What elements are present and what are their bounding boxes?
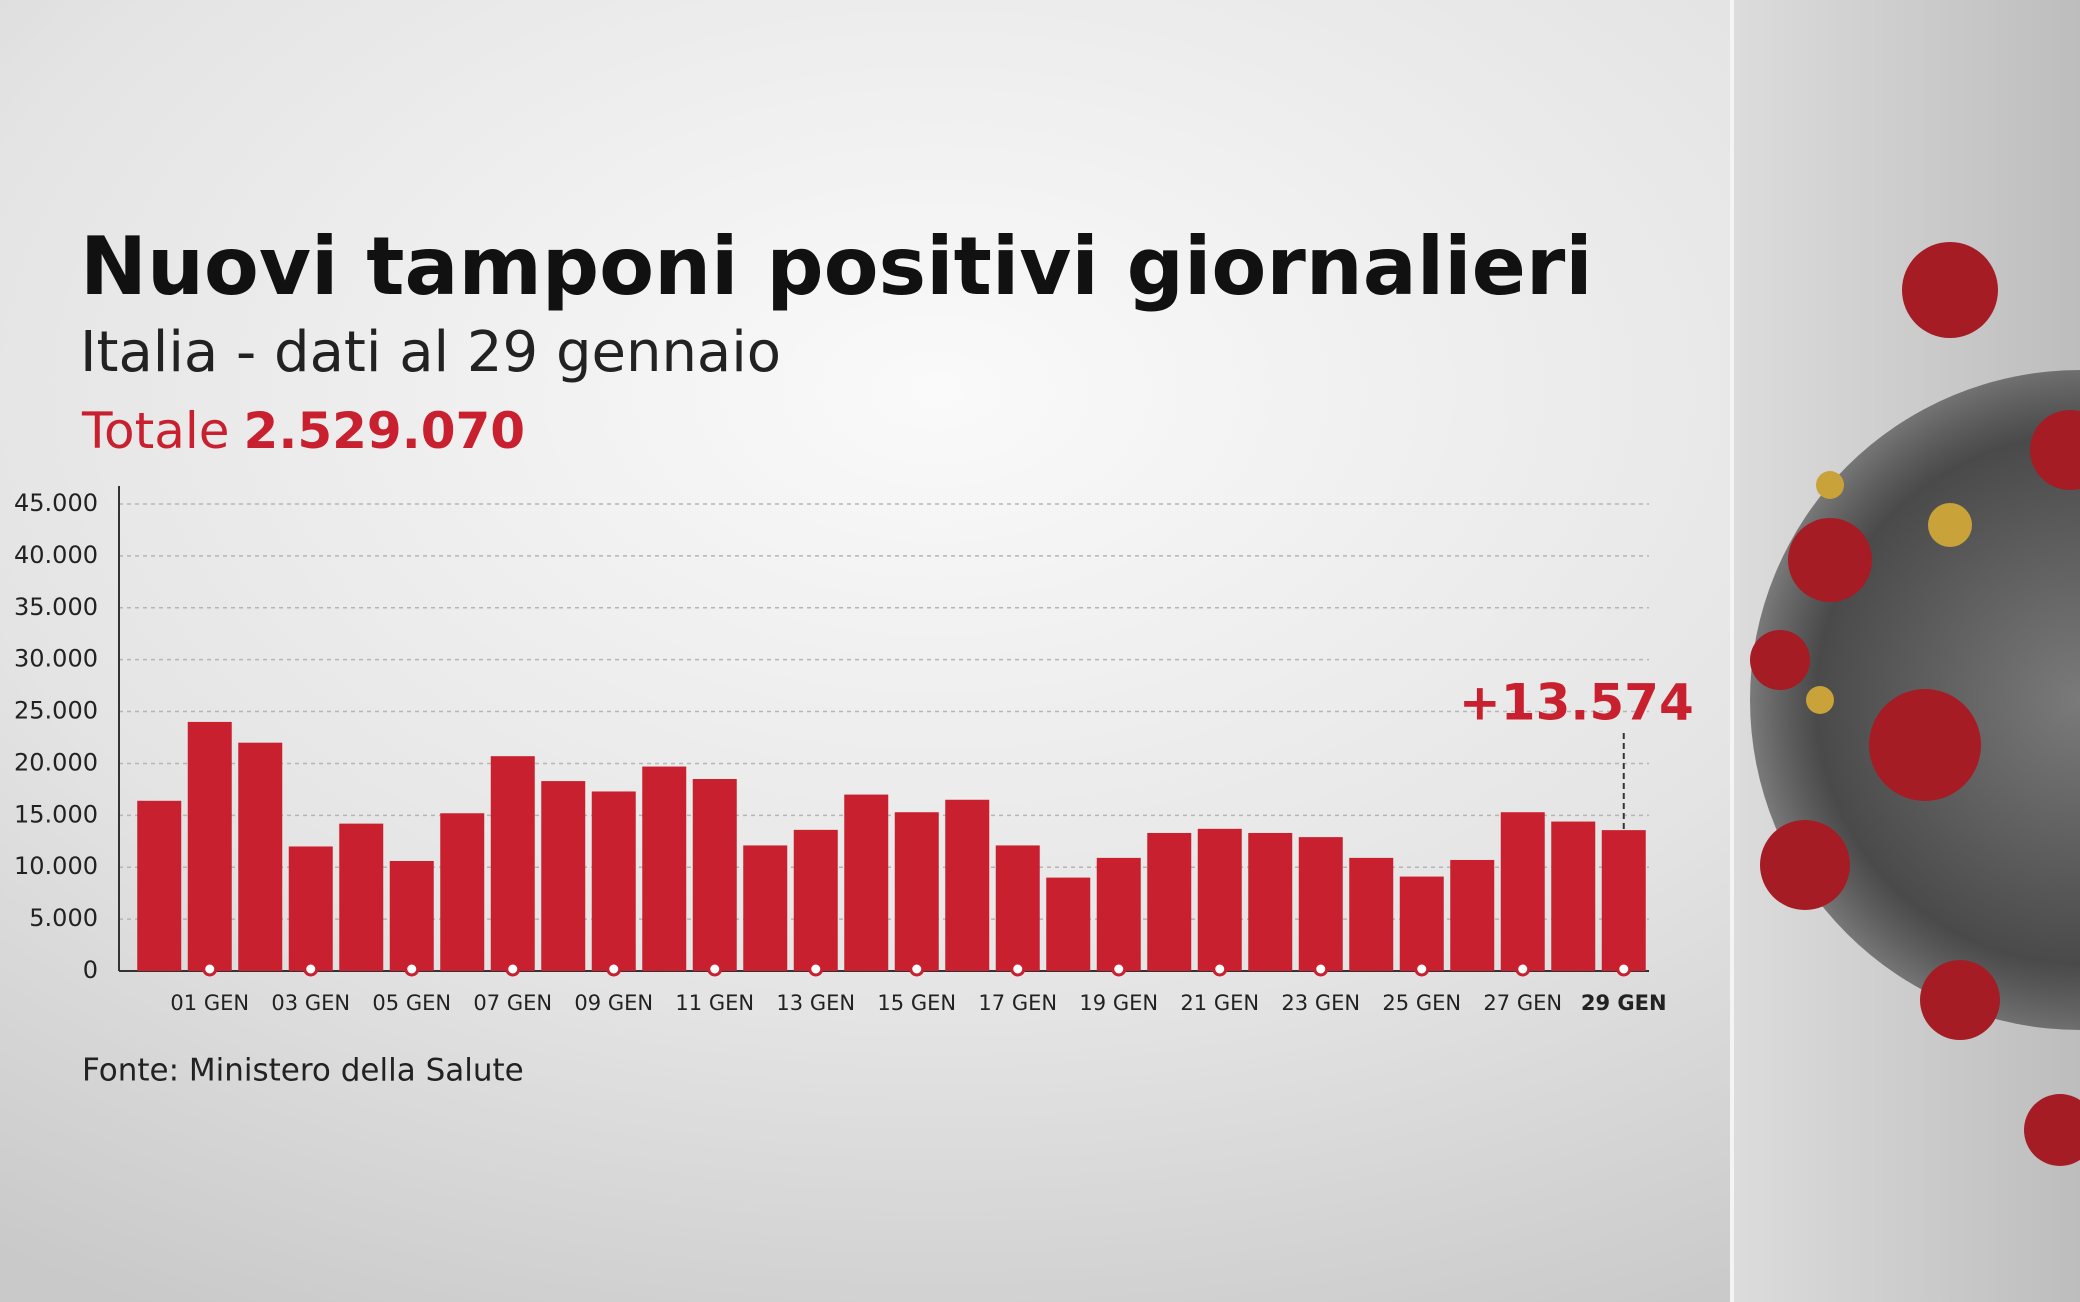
x-tick-label: 03 GEN [271, 991, 350, 1015]
x-tick-label: 23 GEN [1281, 991, 1360, 1015]
bar [238, 742, 283, 971]
bar [1298, 837, 1343, 971]
bar [137, 800, 182, 971]
source: Fonte: Ministero della Salute [82, 1053, 524, 1089]
date-dot [404, 961, 420, 977]
y-tick-label: 15.000 [14, 800, 98, 828]
bar [692, 779, 737, 971]
bar [995, 845, 1040, 971]
y-tick-label: 25.000 [14, 697, 98, 725]
x-tick-label: 15 GEN [877, 991, 956, 1015]
bar [1450, 859, 1495, 971]
date-dot [1515, 961, 1531, 977]
bar [844, 794, 889, 971]
bar [743, 845, 788, 971]
date-dot [505, 961, 521, 977]
bar [187, 721, 232, 971]
x-tick-label: 09 GEN [574, 991, 653, 1015]
y-tick-label: 5.000 [29, 904, 98, 932]
bar [389, 860, 434, 971]
chart-title: Nuovi tamponi positivi giornalieri [80, 220, 1593, 313]
bar [1046, 877, 1091, 971]
bar [541, 781, 586, 971]
bar [288, 846, 333, 971]
chart-subtitle: Italia - dati al 29 gennaio [80, 320, 781, 385]
date-dot [909, 961, 925, 977]
total: Totale 2.529.070 [81, 402, 525, 460]
x-tick-label: 07 GEN [473, 991, 552, 1015]
x-tick-label: 13 GEN [776, 991, 855, 1015]
date-dot [1313, 961, 1329, 977]
x-tick-label: 25 GEN [1382, 991, 1461, 1015]
bar [793, 829, 838, 971]
date-dot [1212, 961, 1228, 977]
y-tick-label: 45.000 [14, 489, 98, 517]
bar [591, 791, 636, 971]
bar [1197, 828, 1242, 971]
bar [339, 823, 384, 971]
bar [440, 813, 485, 971]
bar [490, 756, 535, 971]
date-dot [1616, 961, 1632, 977]
bar [1248, 832, 1293, 971]
total-label: Totale [81, 402, 230, 460]
x-tick-label: 17 GEN [978, 991, 1057, 1015]
total-value: 2.529.070 [244, 402, 526, 460]
bar [1500, 812, 1545, 971]
y-tick-label: 10.000 [14, 852, 98, 880]
bar [1399, 876, 1444, 971]
virus-spikes [1750, 242, 2080, 1166]
bar [894, 812, 939, 971]
date-dot [1111, 961, 1127, 977]
x-tick-label: 19 GEN [1079, 991, 1158, 1015]
plot: 0 5.000 10.000 15.000 20.000 25.000 30.000 35.0… [14, 486, 1694, 1015]
x-tick-label: 29 GEN [1581, 991, 1667, 1015]
date-dot [707, 961, 723, 977]
value-label: +13.574 [1459, 674, 1694, 732]
bar [642, 766, 687, 971]
y-tick-label: 30.000 [14, 645, 98, 673]
bar [1349, 857, 1394, 971]
y-tick-label: 20.000 [14, 748, 98, 776]
date-dot [1414, 961, 1430, 977]
bar [1551, 821, 1596, 971]
y-tick-label: 40.000 [14, 541, 98, 569]
bar [1147, 832, 1192, 971]
bar [1601, 830, 1646, 971]
x-tick-label: 05 GEN [372, 991, 451, 1015]
x-tick-label: 21 GEN [1180, 991, 1259, 1015]
date-dot [202, 961, 218, 977]
date-dot [303, 961, 319, 977]
x-tick-label: 27 GEN [1483, 991, 1562, 1015]
y-tick-label: 35.000 [14, 593, 98, 621]
x-tick-label: 11 GEN [675, 991, 754, 1015]
y-tick-label: 0 [83, 956, 98, 984]
date-dot [1010, 961, 1026, 977]
bar [1096, 857, 1141, 971]
x-tick-label: 01 GEN [170, 991, 249, 1015]
date-dot [606, 961, 622, 977]
bar [945, 799, 990, 971]
date-dot [808, 961, 824, 977]
virus-dots [1806, 471, 1972, 714]
